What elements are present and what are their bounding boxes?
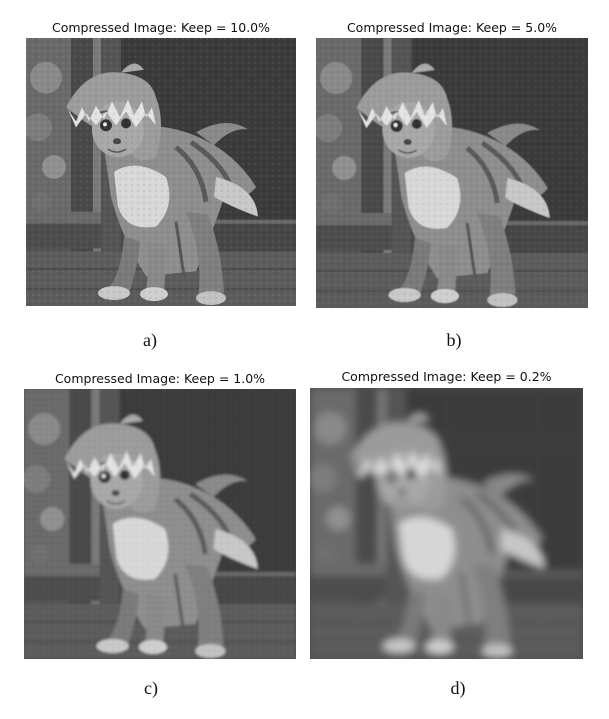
panel-label-d: d) [450, 678, 466, 698]
panel-label-c: c) [144, 678, 158, 698]
panel-title: Compressed Image: Keep = 1.0% [54, 371, 266, 386]
cat-image-keep-5 [316, 38, 588, 308]
panel-title: Compressed Image: Keep = 0.2% [341, 369, 552, 384]
cat-image-keep-1 [24, 389, 296, 659]
panel-title: Compressed Image: Keep = 5.0% [346, 20, 558, 35]
panel-d: Compressed Image: Keep = 0.2% [310, 368, 583, 668]
panel-b: Compressed Image: Keep = 5.0% [316, 18, 588, 318]
panel-label-b: b) [446, 330, 462, 350]
panel-title: Compressed Image: Keep = 10.0% [51, 20, 271, 35]
panel-label-a: a) [143, 330, 157, 350]
panel-a: Compressed Image: Keep = 10.0% [26, 18, 296, 318]
cat-image-keep-0-2 [310, 388, 583, 659]
panel-c: Compressed Image: Keep = 1.0% [24, 368, 296, 668]
cat-image-keep-10 [26, 38, 296, 306]
